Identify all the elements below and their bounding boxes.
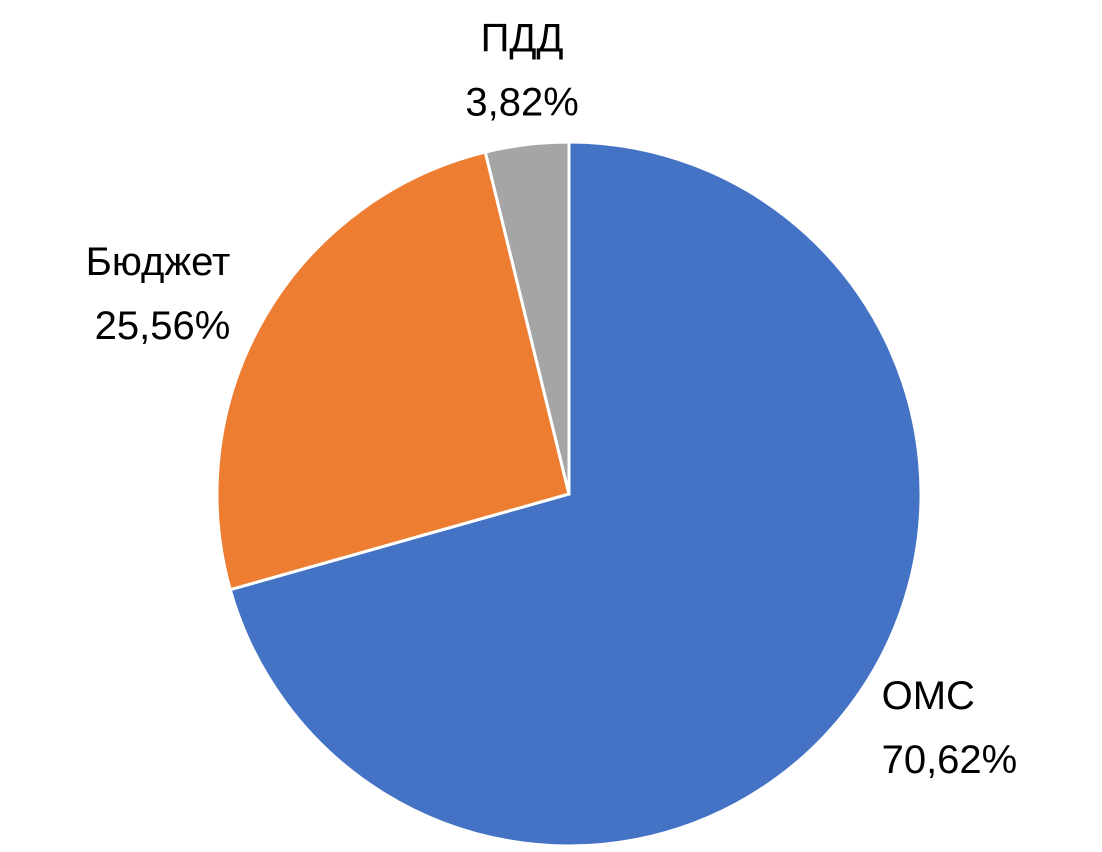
slice-label: Бюджет xyxy=(86,240,231,284)
pie-slice xyxy=(215,150,571,592)
slice-value-label: 25,56% xyxy=(95,304,231,348)
slice-value-label: 70,62% xyxy=(882,738,1018,782)
pie-slice xyxy=(228,140,923,848)
pie-slice xyxy=(483,140,571,495)
slice-value-label: 3,82% xyxy=(465,80,578,124)
slice-label: ПДД xyxy=(481,16,564,60)
slice-label: ОМС xyxy=(882,674,975,718)
